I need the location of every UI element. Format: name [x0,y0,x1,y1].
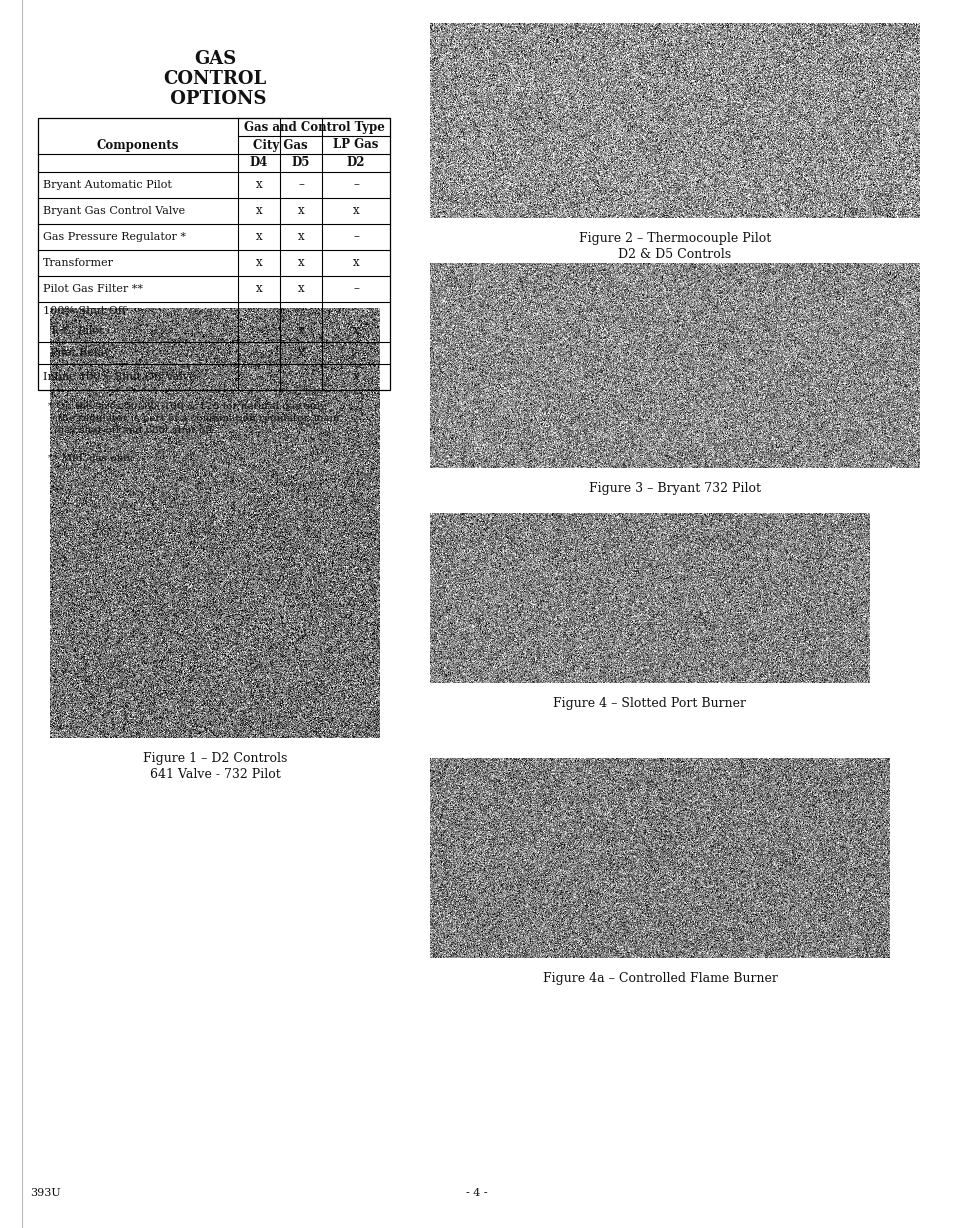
Text: x: x [353,205,359,217]
Text: * On the sizes 50, 80, 100 & 125 for natural gas only,
   the regulator is part : * On the sizes 50, 80, 100 & 125 for nat… [48,402,339,435]
Text: Gas Pressure Regulator *: Gas Pressure Regulator * [43,232,186,242]
Text: –: – [297,371,304,383]
Text: D4: D4 [250,156,268,169]
Text: 393U: 393U [30,1187,61,1199]
Text: Bryant Automatic Pilot: Bryant Automatic Pilot [43,181,172,190]
Text: x: x [255,205,262,217]
Text: –: – [353,231,358,243]
Text: x: x [255,231,262,243]
Text: x: x [297,231,304,243]
Text: x: x [297,282,304,296]
Text: Figure 3 – Bryant 732 Pilot: Figure 3 – Bryant 732 Pilot [588,483,760,495]
Bar [38,118,390,391]
Text: –: – [297,178,304,192]
Text: x: x [255,178,262,192]
Text: –: – [255,371,262,383]
Text: Bryant Gas Control Valve: Bryant Gas Control Valve [43,206,185,216]
Text: –: – [353,346,358,360]
Text: x: x [255,257,262,269]
Text: Figure 1 – D2 Controls
641 Valve - 732 Pilot: Figure 1 – D2 Controls 641 Valve - 732 P… [143,752,287,781]
Text: T. C. Pilot: T. C. Pilot [43,325,104,336]
Text: Inline 100% Shut Off Valve: Inline 100% Shut Off Valve [43,372,195,382]
Text: x: x [353,324,359,338]
Text: –: – [255,346,262,360]
Text: Transformer: Transformer [43,258,113,268]
Text: ** Mfd. gas only.: ** Mfd. gas only. [48,454,134,463]
Text: x: x [297,205,304,217]
Text: x: x [297,324,304,338]
Text: OPTIONS: OPTIONS [164,90,266,108]
Text: CONTROL: CONTROL [163,70,266,88]
Text: Figure 4a – Controlled Flame Burner: Figure 4a – Controlled Flame Burner [542,973,777,985]
Text: x: x [255,282,262,296]
Text: x: x [297,257,304,269]
Text: 100% Shut Off: 100% Shut Off [43,306,126,316]
Text: Pilot Gas Filter **: Pilot Gas Filter ** [43,284,143,293]
Text: D2: D2 [346,156,365,169]
Text: x: x [353,371,359,383]
Text: Figure 2 – Thermocouple Pilot
D2 & D5 Controls: Figure 2 – Thermocouple Pilot D2 & D5 Co… [578,232,770,262]
Text: LP Gas: LP Gas [333,139,378,151]
Text: x: x [297,346,304,360]
Text: –: – [353,282,358,296]
Text: D5: D5 [292,156,310,169]
Text: GAS: GAS [193,50,236,68]
Text: Components: Components [96,139,179,151]
Text: City Gas: City Gas [253,139,307,151]
Text: Gas and Control Type: Gas and Control Type [243,120,384,134]
Text: - 4 -: - 4 - [466,1187,487,1199]
Text: Figure 4 – Slotted Port Burner: Figure 4 – Slotted Port Burner [553,698,745,710]
Text: x: x [353,257,359,269]
Text: –: – [353,178,358,192]
Text: –: – [255,324,262,338]
Text: Pilot Relay: Pilot Relay [43,348,111,359]
